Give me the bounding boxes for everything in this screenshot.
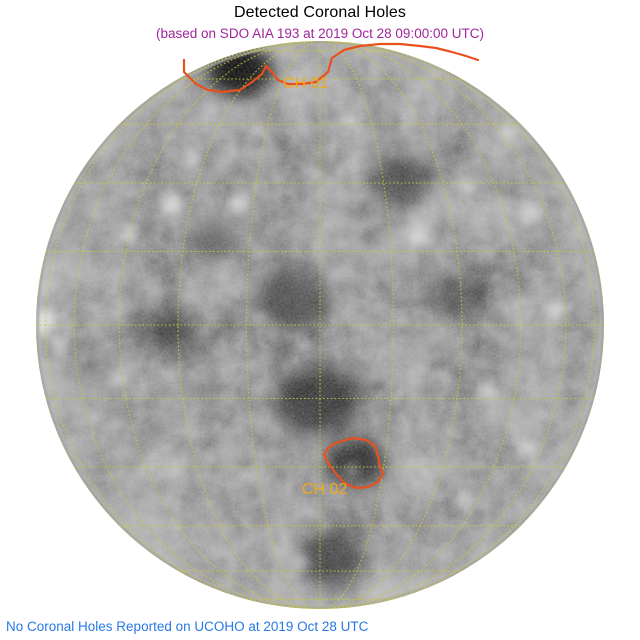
coronal-hole-contour-ch02 — [322, 436, 385, 490]
page-subtitle: (based on SDO AIA 193 at 2019 Oct 28 09:… — [156, 26, 484, 41]
coronal-hole-label-ch01: CH 01 — [283, 75, 329, 92]
coronal-hole-contour-ch01 — [182, 42, 480, 94]
page-title: Detected Coronal Holes — [233, 4, 407, 21]
coronal-hole-contours — [182, 42, 480, 490]
ucoho-status-text: No Coronal Holes Reported on UCOHO at 20… — [6, 619, 369, 634]
coronal-hole-label-ch02: CH 02 — [302, 481, 348, 498]
heliographic-grid — [36, 41, 604, 609]
